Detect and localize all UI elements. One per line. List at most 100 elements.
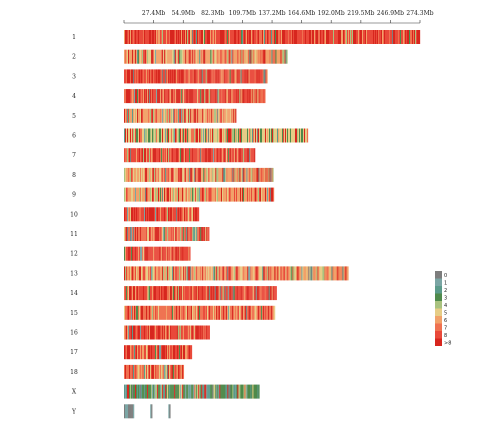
density-bin	[213, 108, 215, 123]
density-bin	[225, 128, 228, 143]
density-bin	[140, 305, 142, 320]
density-bin	[131, 286, 134, 301]
density-bin	[238, 305, 240, 320]
density-bin	[283, 266, 285, 281]
density-bin	[130, 305, 132, 320]
density-bin	[210, 89, 212, 104]
density-bin	[260, 305, 262, 320]
chromosome-row-10: 10	[70, 207, 200, 222]
density-bin	[251, 30, 253, 44]
density-bin	[244, 128, 247, 143]
density-bin	[139, 49, 141, 64]
density-bin	[301, 128, 304, 143]
density-bin	[181, 345, 184, 360]
density-bin	[144, 345, 146, 360]
density-bin	[148, 286, 151, 301]
density-bin	[196, 266, 198, 281]
density-bin	[195, 384, 197, 399]
density-bin	[179, 89, 181, 104]
density-bin	[191, 69, 193, 84]
density-bin	[227, 89, 229, 104]
density-bin	[153, 89, 155, 104]
density-bin	[187, 227, 189, 241]
density-bin	[148, 207, 150, 222]
density-bin	[143, 128, 145, 143]
density-bin	[142, 364, 145, 379]
density-bin	[184, 30, 186, 44]
density-bin	[270, 167, 272, 182]
density-bin	[374, 30, 376, 44]
density-bin	[177, 207, 179, 222]
density-bin	[164, 108, 166, 123]
density-bin	[147, 364, 150, 379]
density-bin	[295, 128, 298, 143]
density-bin	[252, 384, 254, 399]
density-bin	[157, 167, 159, 182]
density-bin	[252, 266, 254, 281]
density-bin	[274, 305, 276, 320]
density-bin	[174, 148, 176, 163]
chromosome-row-4: 4	[72, 89, 266, 104]
density-bin	[164, 384, 166, 399]
density-bin	[151, 227, 153, 241]
density-bin	[265, 187, 267, 202]
density-bin	[211, 69, 213, 84]
density-bin	[225, 49, 227, 64]
density-bin	[339, 30, 341, 44]
density-bin	[226, 167, 228, 182]
density-bin	[264, 128, 267, 143]
density-bin	[274, 286, 276, 301]
density-bin	[232, 69, 234, 84]
density-bin	[174, 227, 176, 241]
density-bin	[175, 227, 177, 241]
density-bin	[201, 30, 203, 44]
density-bin	[354, 30, 356, 44]
density-bin	[228, 30, 230, 44]
density-bin	[165, 187, 167, 202]
density-bin	[198, 128, 200, 143]
density-bin	[221, 49, 223, 64]
density-bin	[264, 266, 266, 281]
density-bin	[165, 167, 167, 182]
density-bin	[133, 69, 136, 84]
density-bin	[194, 187, 196, 202]
density-bin	[244, 148, 246, 163]
density-bin	[210, 30, 212, 44]
density-bin	[134, 286, 137, 301]
density-bin	[168, 148, 170, 163]
density-bin	[162, 207, 164, 222]
density-bin	[139, 148, 141, 163]
density-bin	[294, 30, 296, 44]
density-bin	[132, 286, 135, 301]
density-bin	[151, 364, 154, 379]
density-bin	[222, 30, 224, 44]
density-bin	[164, 325, 167, 340]
density-bin	[184, 167, 186, 182]
density-bin	[204, 384, 206, 399]
density-bin	[210, 49, 212, 64]
x-tick-label: 219.5Mb	[347, 10, 374, 17]
density-bin	[189, 384, 191, 399]
density-bin	[180, 108, 182, 123]
density-bin	[186, 69, 188, 84]
density-bin	[253, 286, 255, 301]
density-bin	[126, 266, 128, 281]
density-bin	[211, 266, 213, 281]
density-bin	[142, 227, 144, 241]
density-bin	[156, 148, 158, 163]
density-bin	[167, 148, 169, 163]
density-bin	[125, 286, 127, 301]
density-bin	[240, 30, 242, 44]
density-bin	[251, 128, 254, 143]
density-bin	[206, 266, 208, 281]
density-bin	[211, 108, 213, 123]
density-bin	[127, 49, 129, 64]
density-bin	[158, 187, 160, 202]
density-bin	[258, 286, 260, 301]
density-bin	[131, 305, 133, 320]
density-bin	[184, 128, 186, 143]
density-bin	[271, 266, 273, 281]
density-bin	[174, 207, 176, 222]
density-bin	[157, 108, 159, 123]
density-bin	[155, 266, 157, 281]
